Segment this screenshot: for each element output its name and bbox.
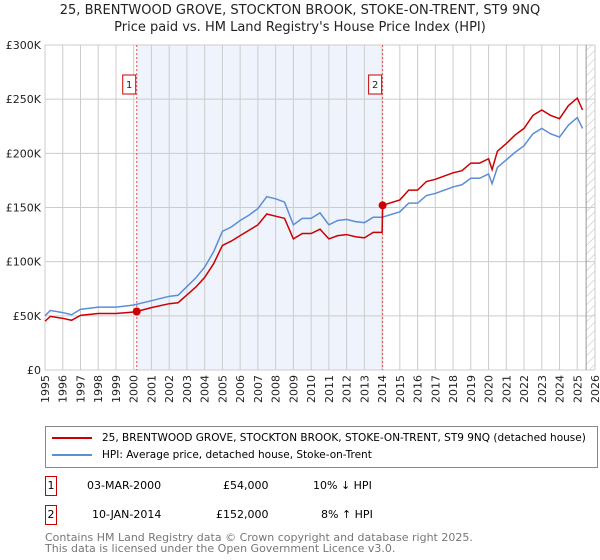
x-tick-label: 2007: [252, 375, 265, 403]
x-tick-label: 2019: [465, 375, 478, 403]
x-tick-label: 2025: [571, 375, 584, 403]
transaction-label-box: [122, 74, 137, 95]
x-tick-label: 2015: [394, 375, 407, 403]
x-tick-label: 2023: [536, 375, 549, 403]
x-tick-label: 2000: [128, 375, 141, 403]
x-tick-label: 2008: [270, 375, 283, 403]
table-row: 1 03-MAR-2000 £54,000 10% ↓ HPI: [45, 476, 445, 496]
x-tick-label: 2006: [234, 375, 247, 403]
x-tick-label: 2026: [589, 375, 600, 403]
chart-subtitle: Price paid vs. HM Land Registry's House …: [114, 20, 486, 35]
legend-property: 25, BRENTWOOD GROVE, STOCKTON BROOK, STO…: [102, 432, 586, 444]
transaction-label: 1: [126, 80, 132, 91]
y-tick-label: £150K: [6, 202, 42, 215]
price-paid-line: [44, 96, 584, 322]
x-tick-label: 2021: [500, 375, 513, 403]
hpi-delta: 10% ↓ HPI: [313, 479, 372, 492]
x-tick-label: 2012: [341, 375, 354, 403]
x-tick-label: 1999: [110, 375, 123, 403]
x-tick-label: 2002: [163, 375, 176, 403]
x-tick-label: 1995: [39, 375, 52, 403]
sale-price: £152,000: [216, 508, 269, 521]
x-tick-label: 2018: [447, 375, 460, 403]
y-tick-label: £50K: [13, 310, 42, 323]
legend-blue-line: [52, 454, 92, 456]
transaction-point: [378, 201, 387, 210]
x-tick-label: 2020: [483, 375, 496, 403]
x-tick-label: 2009: [287, 375, 300, 403]
y-tick-label: £100K: [6, 256, 42, 269]
x-tick-label: 2010: [305, 375, 318, 403]
hpi-delta: 8% ↑ HPI: [321, 508, 373, 521]
y-tick-label: £300K: [6, 39, 42, 52]
sale-date: 10-JAN-2014: [92, 508, 162, 521]
x-tick-label: 2004: [199, 375, 212, 403]
x-tick-label: 1996: [57, 375, 70, 403]
footer-copyright: Contains HM Land Registry data © Crown c…: [45, 531, 473, 544]
footer-licence: This data is licensed under the Open Gov…: [45, 542, 396, 555]
sale-date: 03-MAR-2000: [87, 479, 162, 492]
x-tick-label: 1998: [92, 375, 105, 403]
y-tick-label: £250K: [6, 93, 42, 106]
y-tick-label: £200K: [6, 147, 42, 160]
y-tick-label: £0: [27, 364, 41, 377]
plot-area: 1995 1996 1997 1998 1999 2000 2001 2002 2003 2004…: [6, 39, 600, 403]
table-row: 2 10-JAN-2014 £152,000 8% ↑ HPI: [45, 505, 445, 525]
x-tick-label: 2011: [323, 375, 336, 403]
transaction-label: 2: [372, 80, 378, 91]
x-tick-label: 2001: [145, 375, 158, 403]
legend: 25, BRENTWOOD GROVE, STOCKTON BROOK, STO…: [45, 426, 598, 468]
x-tick-label: 2024: [554, 375, 567, 403]
legend-red-line: [52, 437, 92, 439]
x-tick-label: 2016: [412, 375, 425, 403]
legend-hpi: HPI: Average price, detached house, Stok…: [102, 449, 372, 461]
marker-badge: 2: [45, 505, 57, 525]
sale-price: £54,000: [223, 479, 269, 492]
marker-badge: 1: [45, 476, 57, 496]
x-tick-label: 2014: [376, 375, 389, 403]
x-tick-label: 2017: [429, 375, 442, 403]
x-tick-label: 2005: [216, 375, 229, 403]
chart-title: 25, BRENTWOOD GROVE, STOCKTON BROOK, STO…: [59, 3, 541, 18]
x-tick-label: 2013: [358, 375, 371, 403]
x-tick-label: 1997: [74, 375, 87, 403]
hpi-line: [44, 116, 584, 317]
x-tick-label: 2003: [181, 375, 194, 403]
transaction-label-box: [368, 74, 383, 95]
x-tick-label: 2022: [518, 375, 531, 403]
transaction-point: [132, 307, 141, 316]
